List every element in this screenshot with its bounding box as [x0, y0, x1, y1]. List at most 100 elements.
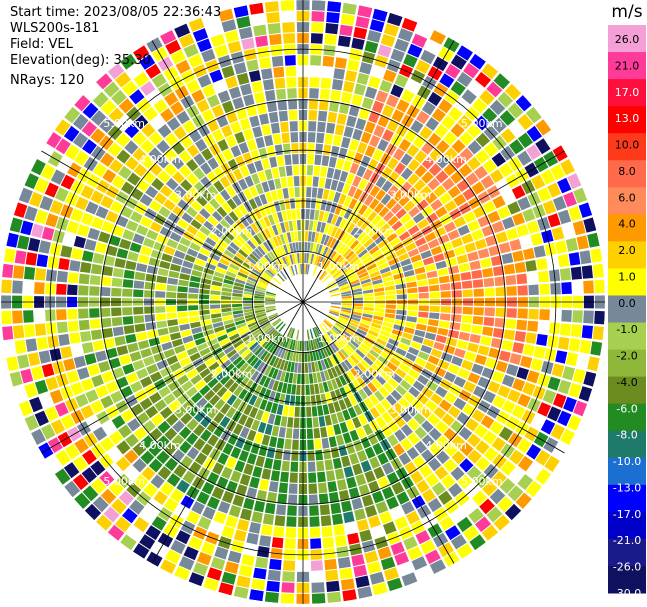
velocity-gate	[283, 349, 289, 360]
velocity-gate	[264, 168, 273, 181]
velocity-gate	[477, 248, 490, 259]
velocity-gate	[178, 33, 195, 48]
velocity-gate	[366, 352, 377, 363]
velocity-gate	[236, 72, 250, 85]
velocity-gate	[482, 159, 497, 174]
velocity-gate	[224, 378, 235, 390]
velocity-gate	[492, 195, 506, 209]
velocity-gate	[267, 266, 276, 275]
velocity-gate	[63, 232, 76, 246]
velocity-gate	[238, 142, 249, 154]
velocity-gate	[509, 121, 525, 137]
velocity-gate	[280, 177, 288, 188]
range-ring-label: 2.00km	[354, 368, 396, 381]
velocity-gate	[165, 549, 181, 565]
velocity-gate	[327, 190, 336, 202]
velocity-gate	[471, 363, 484, 375]
velocity-gate	[380, 193, 392, 206]
velocity-gate	[194, 138, 208, 152]
velocity-gate	[482, 430, 497, 445]
velocity-gate	[441, 413, 455, 427]
velocity-gate	[557, 209, 572, 225]
velocity-gate	[326, 425, 335, 437]
velocity-gate	[400, 337, 412, 346]
velocity-gate	[267, 23, 281, 35]
velocity-gate	[407, 293, 418, 299]
velocity-gate	[60, 414, 75, 430]
velocity-gate	[330, 266, 339, 275]
velocity-gate	[363, 238, 374, 248]
velocity-gate	[249, 341, 259, 351]
velocity-gate	[188, 187, 200, 199]
velocity-gate	[296, 253, 300, 264]
velocity-gate	[362, 168, 374, 181]
velocity-gate	[140, 376, 153, 388]
velocity-gate	[563, 396, 577, 413]
velocity-gate	[504, 503, 522, 521]
velocity-gate	[224, 561, 239, 574]
velocity-gate	[180, 179, 193, 192]
velocity-gate	[384, 313, 396, 319]
velocity-gate	[587, 232, 600, 248]
velocity-gate	[108, 481, 124, 497]
velocity-gate	[273, 201, 281, 212]
velocity-gate	[199, 347, 211, 357]
velocity-gate	[188, 536, 203, 551]
velocity-gate	[166, 238, 179, 249]
velocity-gate	[538, 270, 550, 283]
velocity-gate	[339, 283, 350, 289]
velocity-gate	[371, 230, 382, 241]
velocity-gate	[155, 291, 166, 298]
velocity-gate	[74, 150, 89, 166]
velocity-gate	[133, 426, 148, 441]
velocity-gate	[120, 534, 137, 551]
velocity-gate	[255, 288, 266, 293]
velocity-gate	[92, 340, 105, 352]
velocity-gate	[323, 260, 331, 270]
velocity-gate	[209, 198, 221, 210]
velocity-gate	[512, 250, 525, 262]
velocity-gate	[292, 242, 297, 253]
velocity-gate	[25, 252, 38, 266]
velocity-gate	[371, 525, 385, 539]
velocity-gate	[286, 361, 292, 372]
velocity-gate	[352, 416, 362, 429]
velocity-gate	[443, 428, 457, 442]
velocity-gate	[209, 252, 221, 262]
velocity-gate	[214, 351, 226, 361]
velocity-gate	[396, 491, 410, 505]
velocity-gate	[290, 362, 295, 373]
velocity-gate	[220, 189, 231, 201]
velocity-gate	[311, 571, 324, 582]
velocity-gate	[493, 73, 510, 90]
velocity-gate	[166, 291, 177, 299]
velocity-gate	[376, 258, 387, 266]
velocity-gate	[447, 185, 461, 199]
velocity-gate	[246, 104, 258, 117]
velocity-gate	[137, 254, 150, 264]
velocity-gate	[427, 457, 442, 472]
velocity-gate	[196, 551, 212, 566]
velocity-gate	[407, 310, 418, 317]
velocity-gate	[232, 303, 243, 308]
velocity-gate	[243, 351, 254, 362]
velocity-gate	[387, 12, 403, 27]
velocity-gate	[467, 342, 479, 353]
velocity-gate	[211, 486, 225, 500]
velocity-gate	[345, 70, 358, 82]
velocity-gate	[430, 393, 443, 405]
velocity-gate	[264, 457, 274, 469]
velocity-gate	[252, 466, 263, 478]
velocity-gate	[342, 409, 351, 421]
velocity-gate	[522, 208, 536, 222]
velocity-gate	[414, 426, 427, 440]
velocity-gate	[341, 293, 352, 297]
velocity-gate	[405, 242, 417, 252]
velocity-gate	[296, 340, 300, 351]
velocity-gate	[414, 440, 428, 454]
velocity-gate	[460, 323, 472, 333]
velocity-gate	[525, 480, 542, 498]
velocity-gate	[379, 511, 393, 525]
velocity-gate	[268, 390, 276, 402]
velocity-gate	[178, 317, 189, 325]
